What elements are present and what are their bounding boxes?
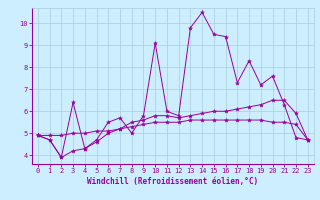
X-axis label: Windchill (Refroidissement éolien,°C): Windchill (Refroidissement éolien,°C) [87,177,258,186]
